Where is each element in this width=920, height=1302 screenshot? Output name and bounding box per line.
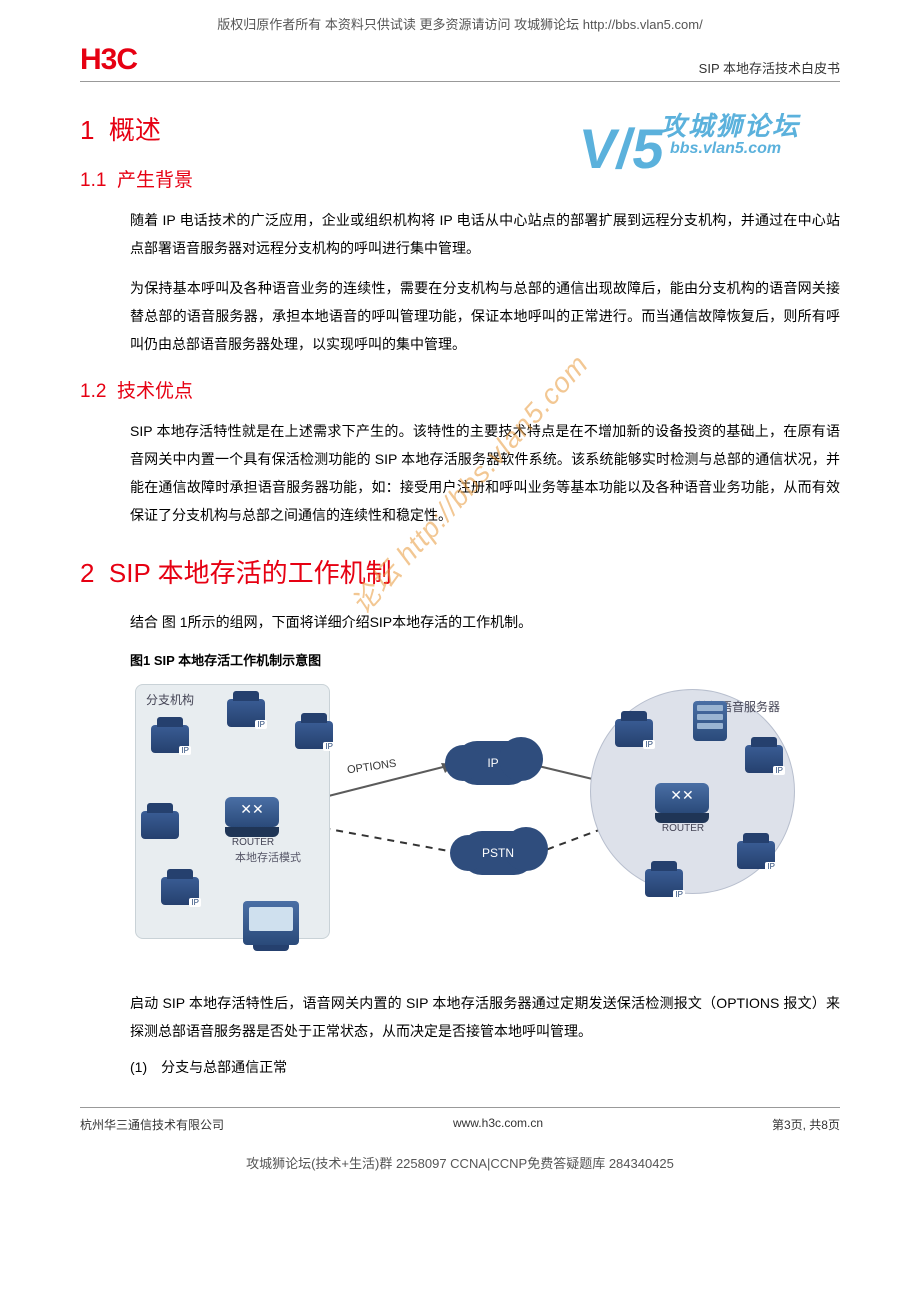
ip-badge: IP bbox=[179, 746, 191, 755]
ip-phone-icon: IP bbox=[161, 877, 199, 905]
section-1-1-title: 产生背景 bbox=[117, 170, 193, 191]
branch-group-label: 分支机构 bbox=[146, 691, 194, 708]
section-2-num: 2 bbox=[80, 558, 94, 588]
ip-badge: IP bbox=[773, 766, 785, 775]
section-1-2-title: 技术优点 bbox=[117, 381, 193, 402]
ip-phone-icon: IP bbox=[227, 699, 265, 727]
options-label: OPTIONS bbox=[346, 758, 397, 777]
section-2-title: SIP 本地存活的工作机制 bbox=[109, 558, 392, 588]
page-footer: 杭州华三通信技术有限公司 www.h3c.com.cn 第3页, 共8页 bbox=[80, 1107, 840, 1133]
router-icon: ✕✕ bbox=[655, 783, 709, 813]
section-1-heading: 1 概述 bbox=[80, 110, 840, 147]
ip-phone-icon: IP bbox=[295, 721, 333, 749]
footer-url: www.h3c.com.cn bbox=[453, 1116, 543, 1133]
section-1-title: 概述 bbox=[109, 115, 161, 145]
router-label: ROUTER bbox=[223, 837, 283, 848]
figure-1-caption: 图1 SIP 本地存活工作机制示意图 bbox=[130, 650, 840, 669]
ip-phone-icon: IP bbox=[615, 719, 653, 747]
pstn-cloud-icon: PSTN bbox=[460, 831, 536, 875]
ip-badge: IP bbox=[643, 740, 655, 749]
ip-cloud-label: IP bbox=[455, 741, 531, 785]
phone-icon bbox=[141, 811, 179, 839]
paragraph-2: 为保持基本呼叫及各种语音业务的连续性，需要在分支机构与总部的通信出现故障后，能由… bbox=[130, 274, 840, 358]
paragraph-4: 结合 图 1所示的组网，下面将详细介绍SIP本地存活的工作机制。 bbox=[130, 608, 840, 636]
mode-label: 本地存活模式 bbox=[235, 849, 301, 865]
ip-badge: IP bbox=[673, 890, 685, 899]
pstn-cloud-label: PSTN bbox=[460, 831, 536, 875]
section-1-num: 1 bbox=[80, 115, 94, 145]
ip-phone-icon: IP bbox=[745, 745, 783, 773]
doc-title: SIP 本地存活技术白皮书 bbox=[699, 58, 840, 77]
ip-badge: IP bbox=[189, 898, 201, 907]
paragraph-5: 启动 SIP 本地存活特性后，语音网关内置的 SIP 本地存活服务器通过定期发送… bbox=[130, 989, 840, 1045]
ip-phone-icon: IP bbox=[645, 869, 683, 897]
ip-phone-icon: IP bbox=[737, 841, 775, 869]
section-1-1-num: 1.1 bbox=[80, 170, 106, 191]
pc-icon bbox=[243, 901, 299, 945]
ip-badge: IP bbox=[323, 742, 335, 751]
footer-company: 杭州华三通信技术有限公司 bbox=[80, 1116, 224, 1133]
section-2-heading: 2 SIP 本地存活的工作机制 bbox=[80, 553, 840, 590]
router-label: ROUTER bbox=[653, 823, 713, 834]
list-item-1: (1) 分支与总部通信正常 bbox=[130, 1057, 840, 1077]
page-header: H3C SIP 本地存活技术白皮书 bbox=[80, 43, 840, 82]
section-1-2-heading: 1.2 技术优点 bbox=[80, 376, 840, 403]
router-icon: ✕✕ bbox=[225, 797, 279, 827]
figure-1-diagram: 分支机构 总部语音服务器 IP IP IP IP ✕✕ ROUTER 本地存活模… bbox=[135, 679, 795, 969]
paragraph-3: SIP 本地存活特性就是在上述需求下产生的。该特性的主要技术特点是在不增加新的设… bbox=[130, 417, 840, 529]
ip-cloud-icon: IP bbox=[455, 741, 531, 785]
ip-phone-icon: IP bbox=[151, 725, 189, 753]
ip-badge: IP bbox=[765, 862, 777, 871]
paragraph-1: 随着 IP 电话技术的广泛应用，企业或组织机构将 IP 电话从中心站点的部署扩展… bbox=[130, 206, 840, 262]
top-banner: 版权归原作者所有 本资料只供试读 更多资源请访问 攻城狮论坛 http://bb… bbox=[0, 0, 920, 43]
section-1-1-heading: 1.1 产生背景 bbox=[80, 165, 840, 192]
ip-badge: IP bbox=[255, 720, 267, 729]
voice-server-icon bbox=[693, 701, 727, 741]
bottom-banner: 攻城狮论坛(技术+生活)群 2258097 CCNA|CCNP免费答疑题库 28… bbox=[0, 1133, 920, 1192]
footer-page: 第3页, 共8页 bbox=[772, 1116, 840, 1133]
h3c-logo: H3C bbox=[80, 43, 137, 77]
section-1-2-num: 1.2 bbox=[80, 381, 106, 402]
